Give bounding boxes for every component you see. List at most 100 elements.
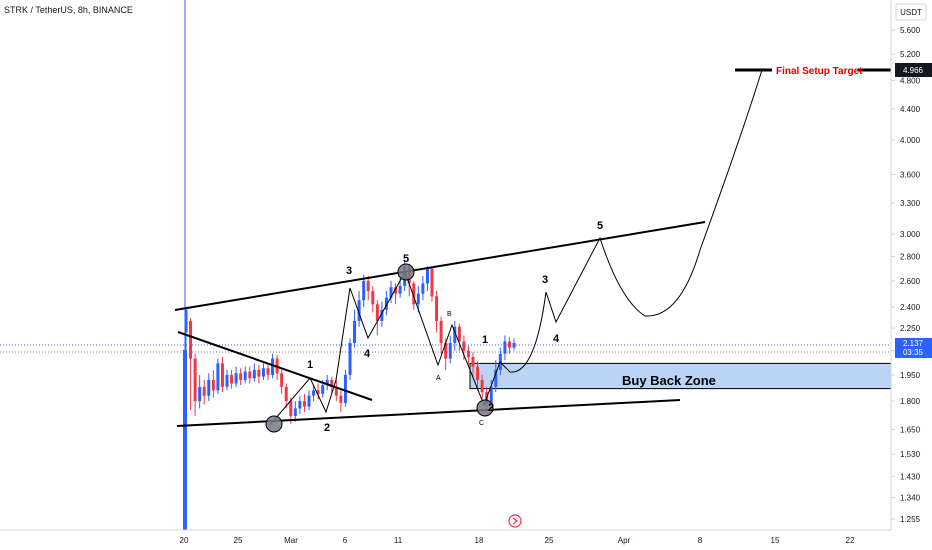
candle-body [389, 287, 393, 298]
symbol-title: STRK / TetherUS, 8h, BINANCE [4, 5, 133, 15]
price-tick-label: 1.800 [900, 397, 921, 406]
descending-trendline[interactable] [177, 331, 373, 401]
wave-label-3: 3 [346, 265, 352, 277]
price-tick-label: 2.600 [900, 277, 921, 286]
candle-body [489, 386, 493, 405]
candle-body [202, 386, 206, 396]
candle-body [416, 293, 420, 305]
candle-body [184, 309, 188, 333]
candle-body [289, 401, 293, 416]
candle-body [198, 386, 202, 402]
price-tick-label: 4.000 [900, 136, 921, 145]
pivot-marker-low[interactable] [265, 415, 283, 433]
candle-body [334, 386, 338, 396]
candle-body [448, 342, 452, 359]
candle-body [480, 379, 484, 393]
price-axis[interactable] [891, 0, 932, 550]
time-tick-label: 18 [475, 536, 484, 545]
price-tick-label: 1.650 [900, 426, 921, 435]
target-label: Final Setup Target [776, 66, 863, 77]
candle-body [239, 373, 243, 380]
wave-label-4b: 4 [553, 333, 560, 345]
candle-body [230, 374, 234, 384]
candle-body [512, 342, 516, 348]
candle-body [471, 356, 475, 367]
buy-back-zone[interactable] [469, 362, 892, 390]
wave-label-a: A [436, 375, 441, 382]
candle-body [366, 280, 370, 292]
candle-body [462, 341, 466, 351]
buy-back-zone-label: Buy Back Zone [622, 373, 716, 388]
tradingview-logo-icon[interactable] [508, 514, 522, 528]
price-tick-label: 1.950 [900, 371, 921, 380]
wave-label-3b: 3 [542, 274, 548, 286]
time-tick-label: 6 [343, 536, 348, 545]
candle-body [257, 369, 261, 377]
candle-body [220, 363, 224, 387]
candle-body [362, 280, 366, 301]
wave-label-1b: 1 [482, 334, 488, 346]
candle-body [425, 268, 429, 284]
candle-body [280, 373, 284, 387]
time-tick-label: Mar [284, 536, 298, 545]
wave-label-1: 1 [307, 359, 313, 371]
candle-body [453, 326, 457, 343]
candle-body [439, 320, 443, 343]
projected-wave-path [509, 69, 763, 373]
time-axis[interactable] [0, 530, 891, 550]
time-tick-label: 8 [698, 536, 703, 545]
candle-body [457, 326, 461, 342]
candle-body [421, 283, 425, 294]
candle-body [321, 385, 325, 394]
candle-body [371, 291, 375, 305]
pivot-marker-high[interactable] [397, 263, 415, 281]
price-tick-label: 1.430 [900, 472, 921, 481]
price-tick-label: 2.250 [900, 324, 921, 333]
candle-body [284, 386, 288, 402]
target-price-value: 4.966 [903, 66, 924, 75]
current-price-value: 2.137 [903, 339, 924, 348]
pivot-marker-c[interactable] [476, 399, 494, 417]
candle-body [293, 408, 297, 416]
candle-body [435, 296, 439, 321]
candle-body [343, 374, 347, 403]
candle-body [375, 304, 379, 321]
time-tick-label: 11 [394, 536, 403, 545]
wave-path-early [269, 377, 337, 426]
candle-body [211, 379, 215, 391]
candle-body [248, 371, 252, 379]
lower-trendline[interactable] [176, 399, 681, 427]
candle-body [430, 268, 434, 297]
price-tick-label: 3.000 [900, 230, 921, 239]
wave-label-4: 4 [364, 348, 371, 360]
candle-body [225, 374, 229, 387]
candle-body [271, 358, 275, 375]
candle-body [466, 350, 470, 357]
candle-body [216, 363, 220, 391]
candle-body [243, 371, 247, 380]
time-axis-ticks: 20 25 Mar 6 11 18 25 Apr 8 15 22 [180, 536, 855, 545]
candle-body [312, 390, 316, 396]
candle-body [298, 401, 302, 409]
time-tick-label: Apr [618, 536, 631, 545]
candle-body [193, 358, 197, 402]
current-price-badge [895, 337, 932, 358]
wave-label-5: 5 [403, 253, 409, 265]
currency-badge[interactable] [895, 3, 927, 21]
wave-label-2b: 2 [488, 402, 494, 414]
target-price-badge [895, 63, 932, 77]
candle-body [316, 390, 320, 394]
upper-trendline[interactable] [174, 221, 706, 311]
candle-body [266, 368, 270, 375]
candle-body [189, 320, 193, 359]
candle-body [444, 342, 448, 359]
bar-countdown: 03:35 [903, 348, 924, 357]
price-tick-label: 3.300 [900, 199, 921, 208]
candle-body [353, 320, 357, 343]
price-tick-label: 1.255 [900, 515, 921, 524]
time-tick-label: 15 [771, 536, 780, 545]
candle-body [384, 297, 388, 310]
candle-body [398, 285, 402, 294]
